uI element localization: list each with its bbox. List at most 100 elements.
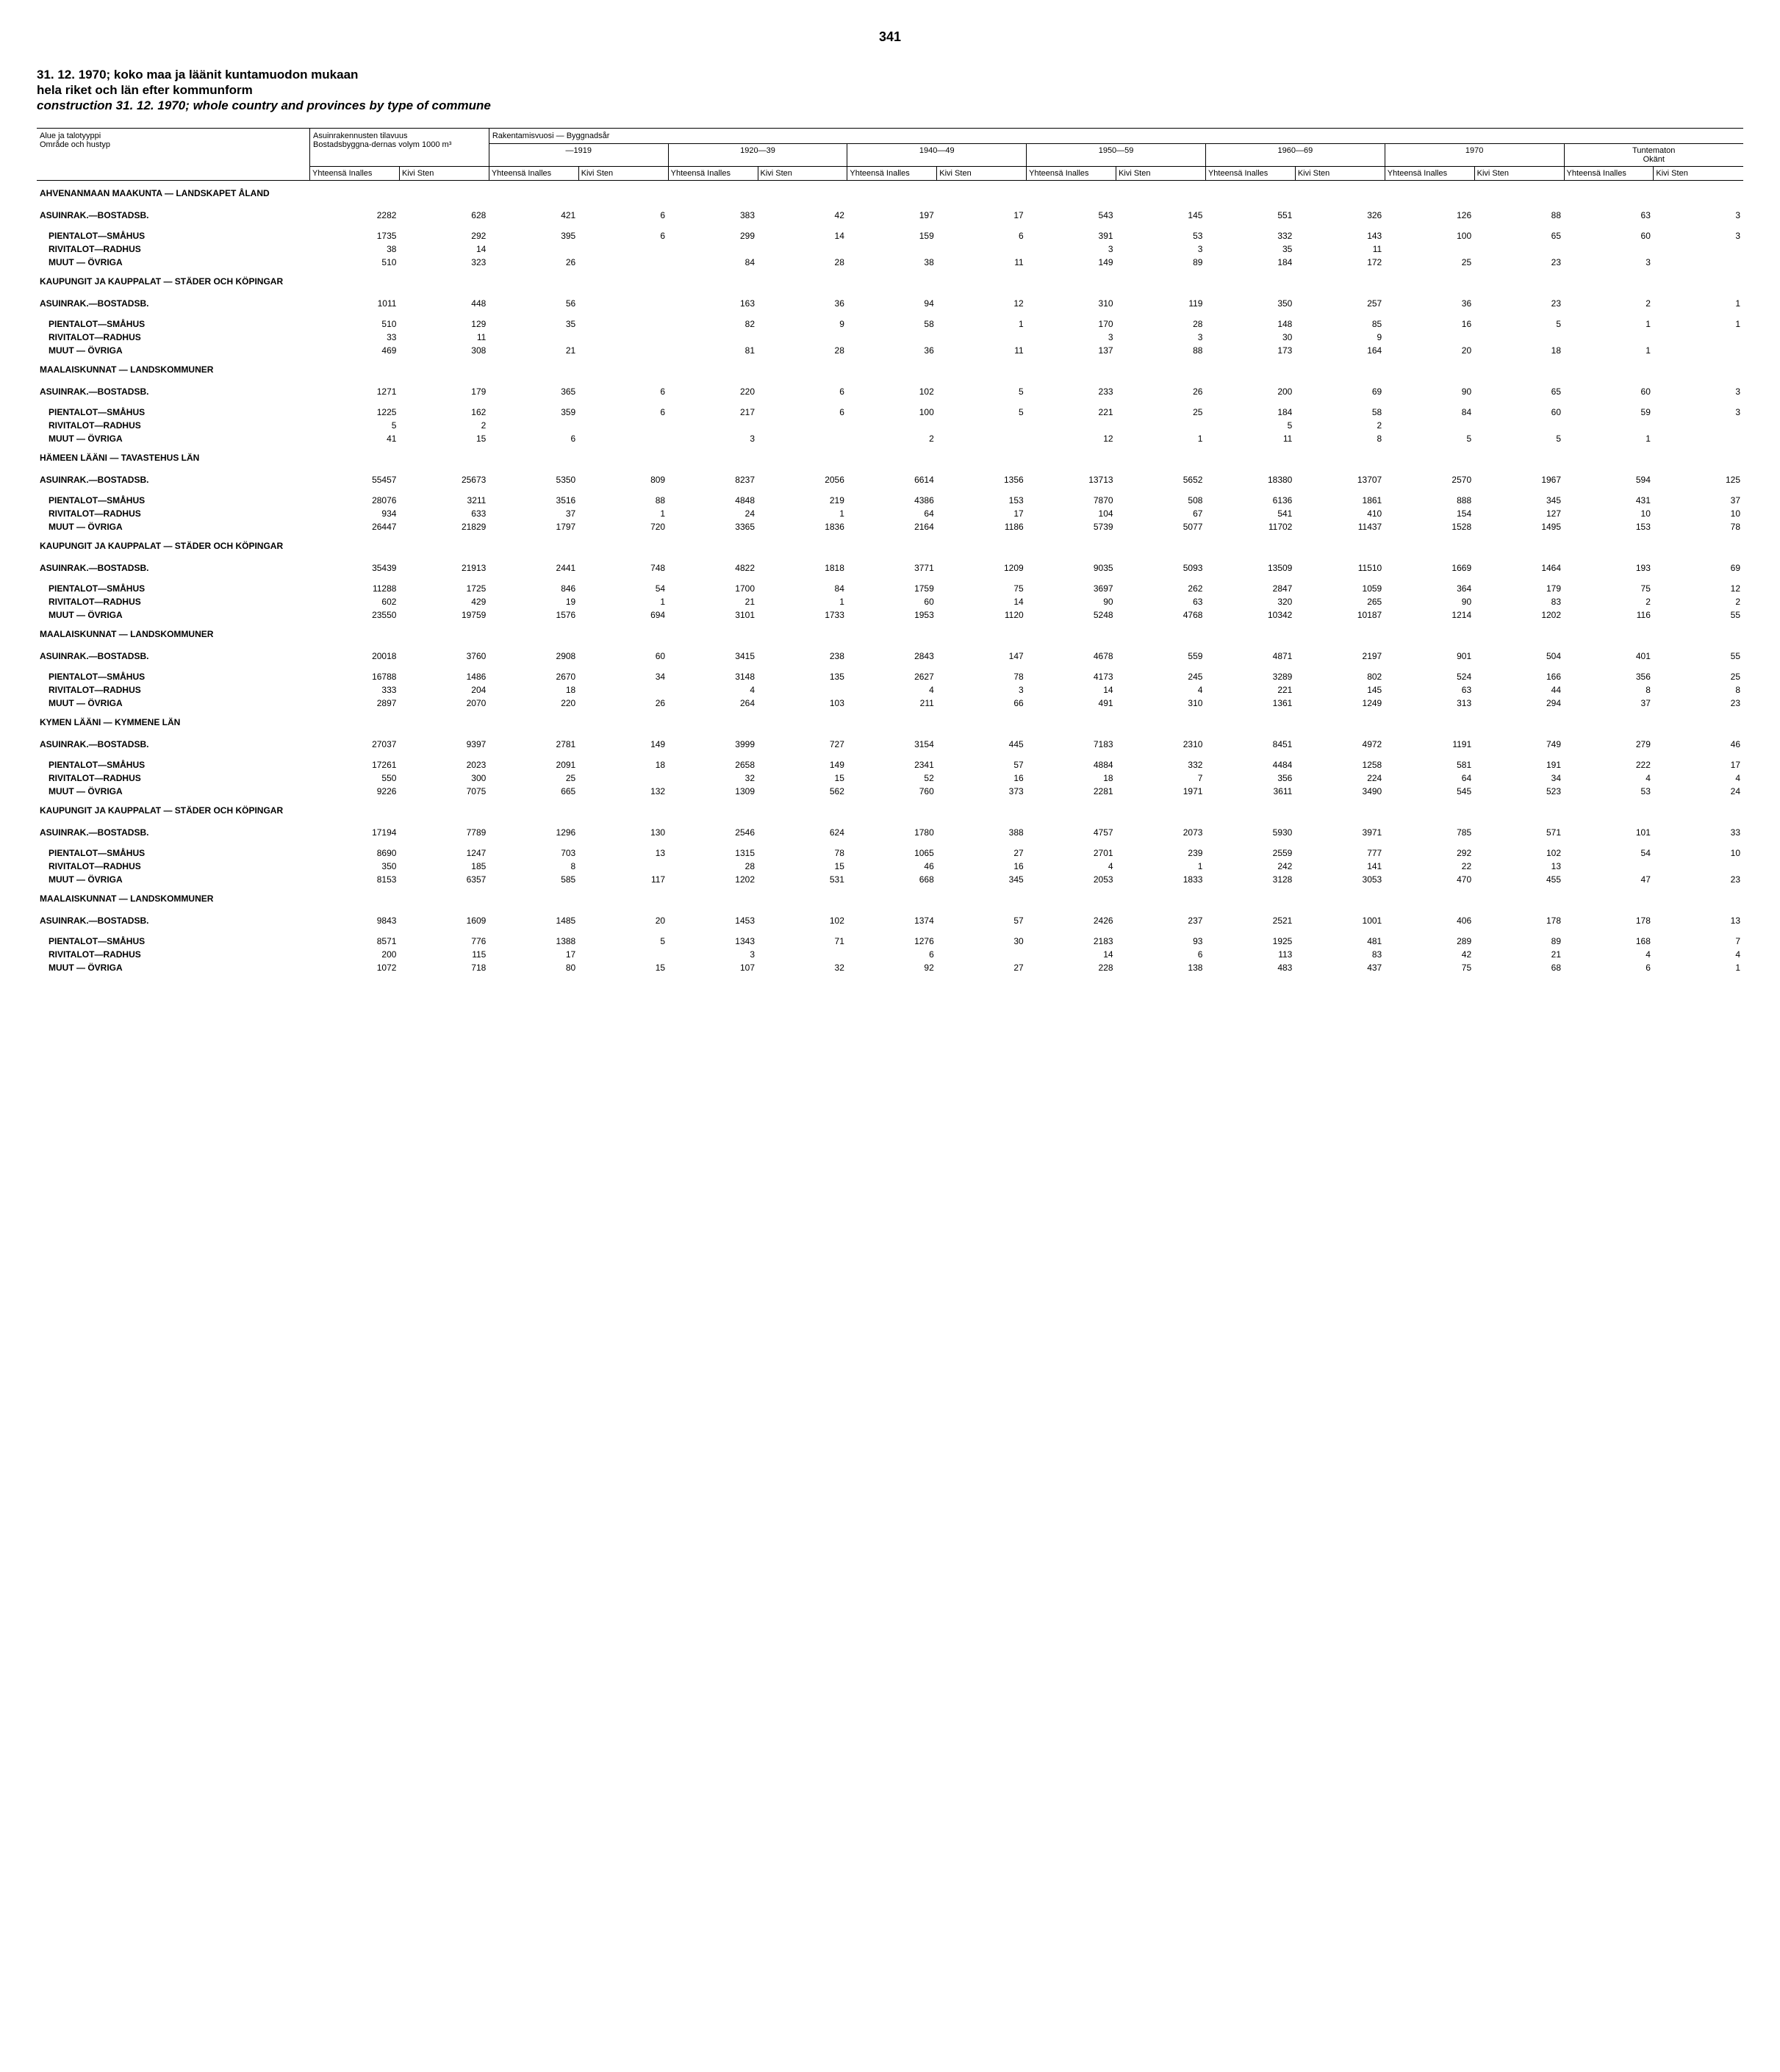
- cell: 26: [578, 697, 668, 710]
- cell: 102: [1474, 846, 1564, 860]
- cell: 107: [668, 961, 758, 974]
- cell: 1120: [937, 608, 1027, 622]
- table-row: PIENTALOT—SMÅHUS280763211351688484821943…: [37, 494, 1743, 507]
- cell: 23: [1654, 873, 1743, 886]
- cell: 125: [1654, 473, 1743, 486]
- cell: 94: [847, 297, 937, 310]
- cell: 21829: [399, 520, 489, 533]
- cell: [1654, 860, 1743, 873]
- cell: 147: [937, 650, 1027, 663]
- cell: 8: [1564, 683, 1654, 697]
- table-row: ASUINRAK.—BOSTADSB.200183760290860341523…: [37, 650, 1743, 663]
- cell: 204: [399, 683, 489, 697]
- cell: 11: [399, 331, 489, 344]
- section-header: KYMEN LÄÄNI — KYMMENE LÄN: [37, 710, 1743, 730]
- cell: 2070: [399, 697, 489, 710]
- cell: 720: [578, 520, 668, 533]
- cell: [1474, 419, 1564, 432]
- cell: 1202: [1474, 608, 1564, 622]
- cell: [578, 331, 668, 344]
- cell: 1833: [1116, 873, 1206, 886]
- cell: 2023: [399, 758, 489, 771]
- row-label: ASUINRAK.—BOSTADSB.: [37, 473, 310, 486]
- cell: 1258: [1295, 758, 1385, 771]
- cell: 21: [489, 344, 578, 357]
- cell: 47: [1564, 873, 1654, 886]
- cell: 2341: [847, 758, 937, 771]
- cell: 2847: [1205, 582, 1295, 595]
- cell: 1486: [399, 670, 489, 683]
- cell: [668, 331, 758, 344]
- row-label: RIVITALOT—RADHUS: [37, 419, 310, 432]
- cell: 748: [578, 561, 668, 575]
- hdr-p2: 1940—49: [847, 143, 1027, 166]
- cell: 2426: [1027, 914, 1116, 927]
- cell: 5: [1205, 419, 1295, 432]
- cell: 776: [399, 935, 489, 948]
- cell: 809: [578, 473, 668, 486]
- spacer-row: [37, 378, 1743, 385]
- cell: 401: [1564, 650, 1654, 663]
- hdr-area: Alue ja talotyyppi Område och hustyp: [37, 128, 310, 180]
- cell: 211: [847, 697, 937, 710]
- cell: 166: [1474, 670, 1564, 683]
- cell: 141: [1295, 860, 1385, 873]
- cell: 30: [1205, 331, 1295, 344]
- cell: 356: [1564, 670, 1654, 683]
- cell: 32: [758, 961, 847, 974]
- cell: [1385, 419, 1474, 432]
- cell: 1485: [489, 914, 578, 927]
- hdr-year: Rakentamisvuosi — Byggnadsår: [489, 128, 1743, 143]
- cell: 2670: [489, 670, 578, 683]
- cell: 221: [1205, 683, 1295, 697]
- cell: 1214: [1385, 608, 1474, 622]
- cell: 1186: [937, 520, 1027, 533]
- cell: 7075: [399, 785, 489, 798]
- cell: 802: [1295, 670, 1385, 683]
- cell: 1059: [1295, 582, 1385, 595]
- section-header: KAUPUNGIT JA KAUPPALAT — STÄDER OCH KÖPI…: [37, 798, 1743, 819]
- cell: 5930: [1205, 826, 1295, 839]
- cell: 1953: [847, 608, 937, 622]
- section-header-row: MAALAISKUNNAT — LANDSKOMMUNER: [37, 357, 1743, 378]
- cell: 135: [758, 670, 847, 683]
- cell: 8237: [668, 473, 758, 486]
- section-header: MAALAISKUNNAT — LANDSKOMMUNER: [37, 886, 1743, 907]
- cell: 14: [758, 229, 847, 242]
- cell: 308: [399, 344, 489, 357]
- cell: [758, 432, 847, 445]
- cell: 24: [668, 507, 758, 520]
- table-row: MUUT — ÖVRIGA469308218128361113788173164…: [37, 344, 1743, 357]
- hdr-p0: —1919: [489, 143, 668, 166]
- cell: 16: [937, 771, 1027, 785]
- cell: 901: [1385, 650, 1474, 663]
- cell: 15: [758, 771, 847, 785]
- cell: 17: [489, 948, 578, 961]
- cell: 179: [399, 385, 489, 398]
- row-label: ASUINRAK.—BOSTADSB.: [37, 561, 310, 575]
- cell: 64: [847, 507, 937, 520]
- cell: 16788: [310, 670, 400, 683]
- cell: 127: [1474, 507, 1564, 520]
- cell: 17: [937, 507, 1027, 520]
- cell: [1654, 242, 1743, 256]
- cell: 421: [489, 209, 578, 222]
- cell: 23: [1474, 256, 1564, 269]
- cell: 65: [1474, 229, 1564, 242]
- cell: 20: [578, 914, 668, 927]
- cell: 8451: [1205, 738, 1295, 751]
- cell: 1225: [310, 406, 400, 419]
- cell: 81: [668, 344, 758, 357]
- cell: 138: [1116, 961, 1206, 974]
- cell: 10: [1564, 507, 1654, 520]
- cell: 6136: [1205, 494, 1295, 507]
- cell: 313: [1385, 697, 1474, 710]
- cell: 292: [399, 229, 489, 242]
- cell: 1: [578, 595, 668, 608]
- cell: 4757: [1027, 826, 1116, 839]
- section-header: HÄMEEN LÄÄNI — TAVASTEHUS LÄN: [37, 445, 1743, 466]
- row-label: MUUT — ÖVRIGA: [37, 344, 310, 357]
- cell: 3971: [1295, 826, 1385, 839]
- cell: 3: [1116, 331, 1206, 344]
- row-label: RIVITALOT—RADHUS: [37, 242, 310, 256]
